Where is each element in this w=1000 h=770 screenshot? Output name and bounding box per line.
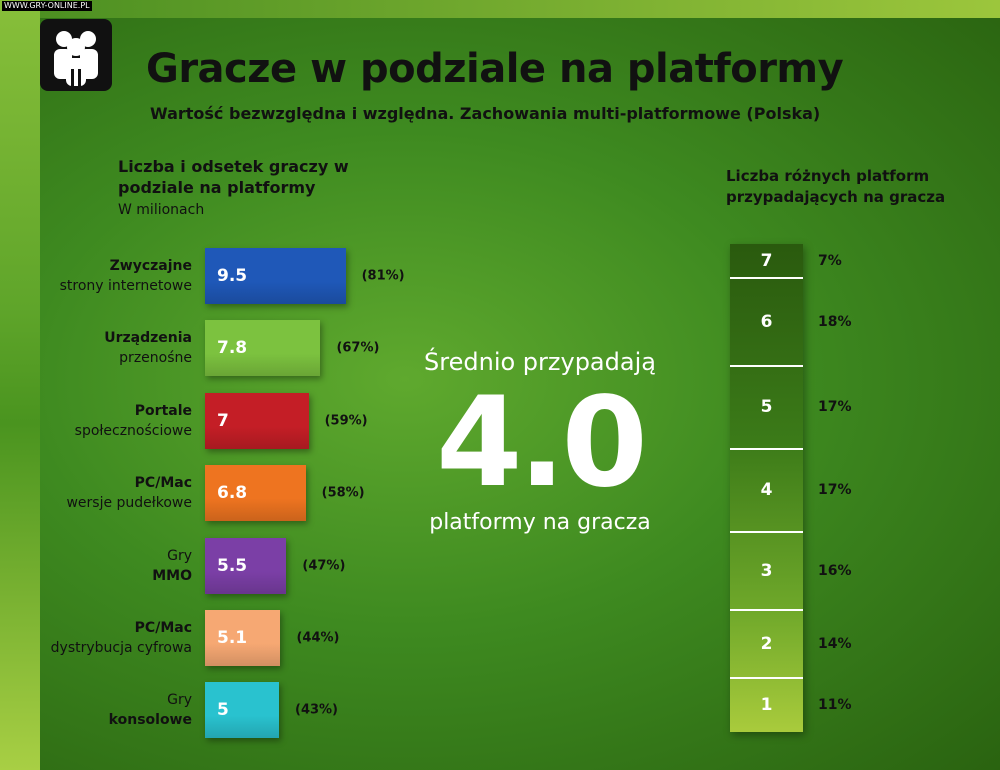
category-label: Zwyczajne strony internetowe: [60, 256, 192, 296]
bar-value-label: 5.1: [217, 628, 248, 648]
column-segment: 7: [730, 244, 803, 278]
column-segment: 3: [730, 532, 803, 610]
right-chart-heading: Liczba różnych platform przypadających n…: [726, 167, 946, 206]
segment-label: 4: [760, 480, 773, 501]
segment-label: 6: [760, 312, 773, 333]
segment-divider: [730, 530, 803, 533]
column-segment: 1: [730, 678, 803, 732]
segment-label: 7: [760, 251, 773, 272]
bar-percent-label: (59%): [324, 413, 368, 429]
category-label: Portale społecznościowe: [75, 401, 192, 441]
category-label: Gry konsolowe: [109, 690, 192, 730]
segment-label: 2: [760, 634, 773, 655]
segment-divider: [730, 609, 803, 611]
category-label-line2: przenośne: [119, 350, 192, 367]
bar-percent-label: (81%): [361, 268, 405, 284]
category-label-line1: Urządzenia: [104, 330, 192, 347]
category-label-line1: Zwyczajne: [109, 258, 192, 274]
column-segment: 2: [730, 610, 803, 678]
bar-percent-label: (44%): [296, 630, 340, 646]
segment-percent-label: 18%: [818, 314, 852, 331]
segment-percent-label: 16%: [818, 562, 852, 579]
category-label-line2: strony internetowe: [59, 278, 192, 294]
watermark: WWW.GRY-ONLINE.PL: [2, 1, 92, 11]
bar-percent-label: (43%): [295, 702, 338, 718]
bar: 9.5: [205, 248, 346, 304]
bar-value-label: 7: [217, 410, 229, 431]
category-label: PC/Mac wersje pudełkowe: [66, 473, 192, 513]
column-segment: 4: [730, 449, 803, 532]
category-label-line2: dystrybucja cyfrowa: [50, 640, 192, 656]
category-label-line2: wersje pudełkowe: [66, 495, 192, 512]
bar: 5.1: [205, 610, 281, 666]
category-label-line1: Portale: [134, 402, 192, 419]
segment-label: 5: [760, 397, 773, 418]
left-chart-unit: W milionach: [118, 202, 205, 218]
segment-percent-label: 11%: [818, 697, 852, 714]
left-chart-heading: Liczba i odsetek graczy w podziale na pl…: [118, 157, 349, 197]
category-label-line1: Gry: [167, 692, 192, 709]
segment-label: 1: [760, 695, 773, 716]
average-caption-top: Średnio przypadają: [424, 348, 656, 376]
segment-percent-label: 14%: [818, 636, 852, 653]
bar-value-label: 5.5: [217, 555, 248, 576]
segment-percent-label: 7%: [818, 253, 842, 270]
category-label: PC/Mac dystrybucja cyfrowa: [51, 618, 192, 658]
bar: 5: [205, 682, 279, 739]
segment-label: 3: [760, 560, 773, 581]
segment-percent-label: 17%: [818, 399, 852, 416]
segment-percent-label: 17%: [818, 482, 852, 499]
bar-value-label: 7.8: [217, 338, 248, 359]
bar-value-label: 5: [217, 700, 229, 721]
platform-count-column: 7 6 5 4 3 2 1: [730, 244, 803, 732]
segment-divider: [730, 447, 803, 450]
page-subtitle: Wartość bezwzględna i względna. Zachowan…: [150, 104, 821, 123]
column-segment: 6: [730, 278, 803, 366]
top-background-strip: [40, 0, 1000, 18]
bar-percent-label: (58%): [321, 485, 365, 501]
page-title: Gracze w podziale na platformy: [146, 46, 844, 92]
category-label-line1: Gry: [167, 547, 192, 564]
bar: 5.5: [205, 537, 287, 594]
category-label-line2: konsolowe: [108, 712, 192, 729]
segment-divider: [730, 277, 803, 280]
category-label-line2: MMO: [152, 567, 192, 584]
bar-percent-label: (47%): [302, 558, 346, 574]
average-caption-bottom: platformy na gracza: [429, 510, 651, 535]
bar: 6.8: [205, 465, 306, 522]
category-label-line2: społecznościowe: [74, 422, 192, 439]
category-label-line1: PC/Mac: [134, 620, 192, 636]
segment-divider: [730, 677, 803, 680]
bar-value-label: 6.8: [217, 483, 248, 504]
category-label-line1: PC/Mac: [134, 475, 192, 492]
bar: 7: [205, 392, 309, 449]
category-label: Gry MMO: [152, 546, 192, 586]
average-value: 4.0: [436, 371, 648, 515]
left-background-strip: [0, 0, 40, 770]
people-icon: [40, 19, 112, 91]
bar-value-label: 9.5: [217, 266, 248, 286]
bar: 7.8: [205, 320, 321, 377]
segment-divider: [730, 365, 803, 367]
main-panel: [40, 18, 1000, 770]
bar-percent-label: (67%): [336, 340, 380, 356]
category-label: Urządzenia przenośne: [104, 328, 192, 368]
column-segment: 5: [730, 366, 803, 449]
